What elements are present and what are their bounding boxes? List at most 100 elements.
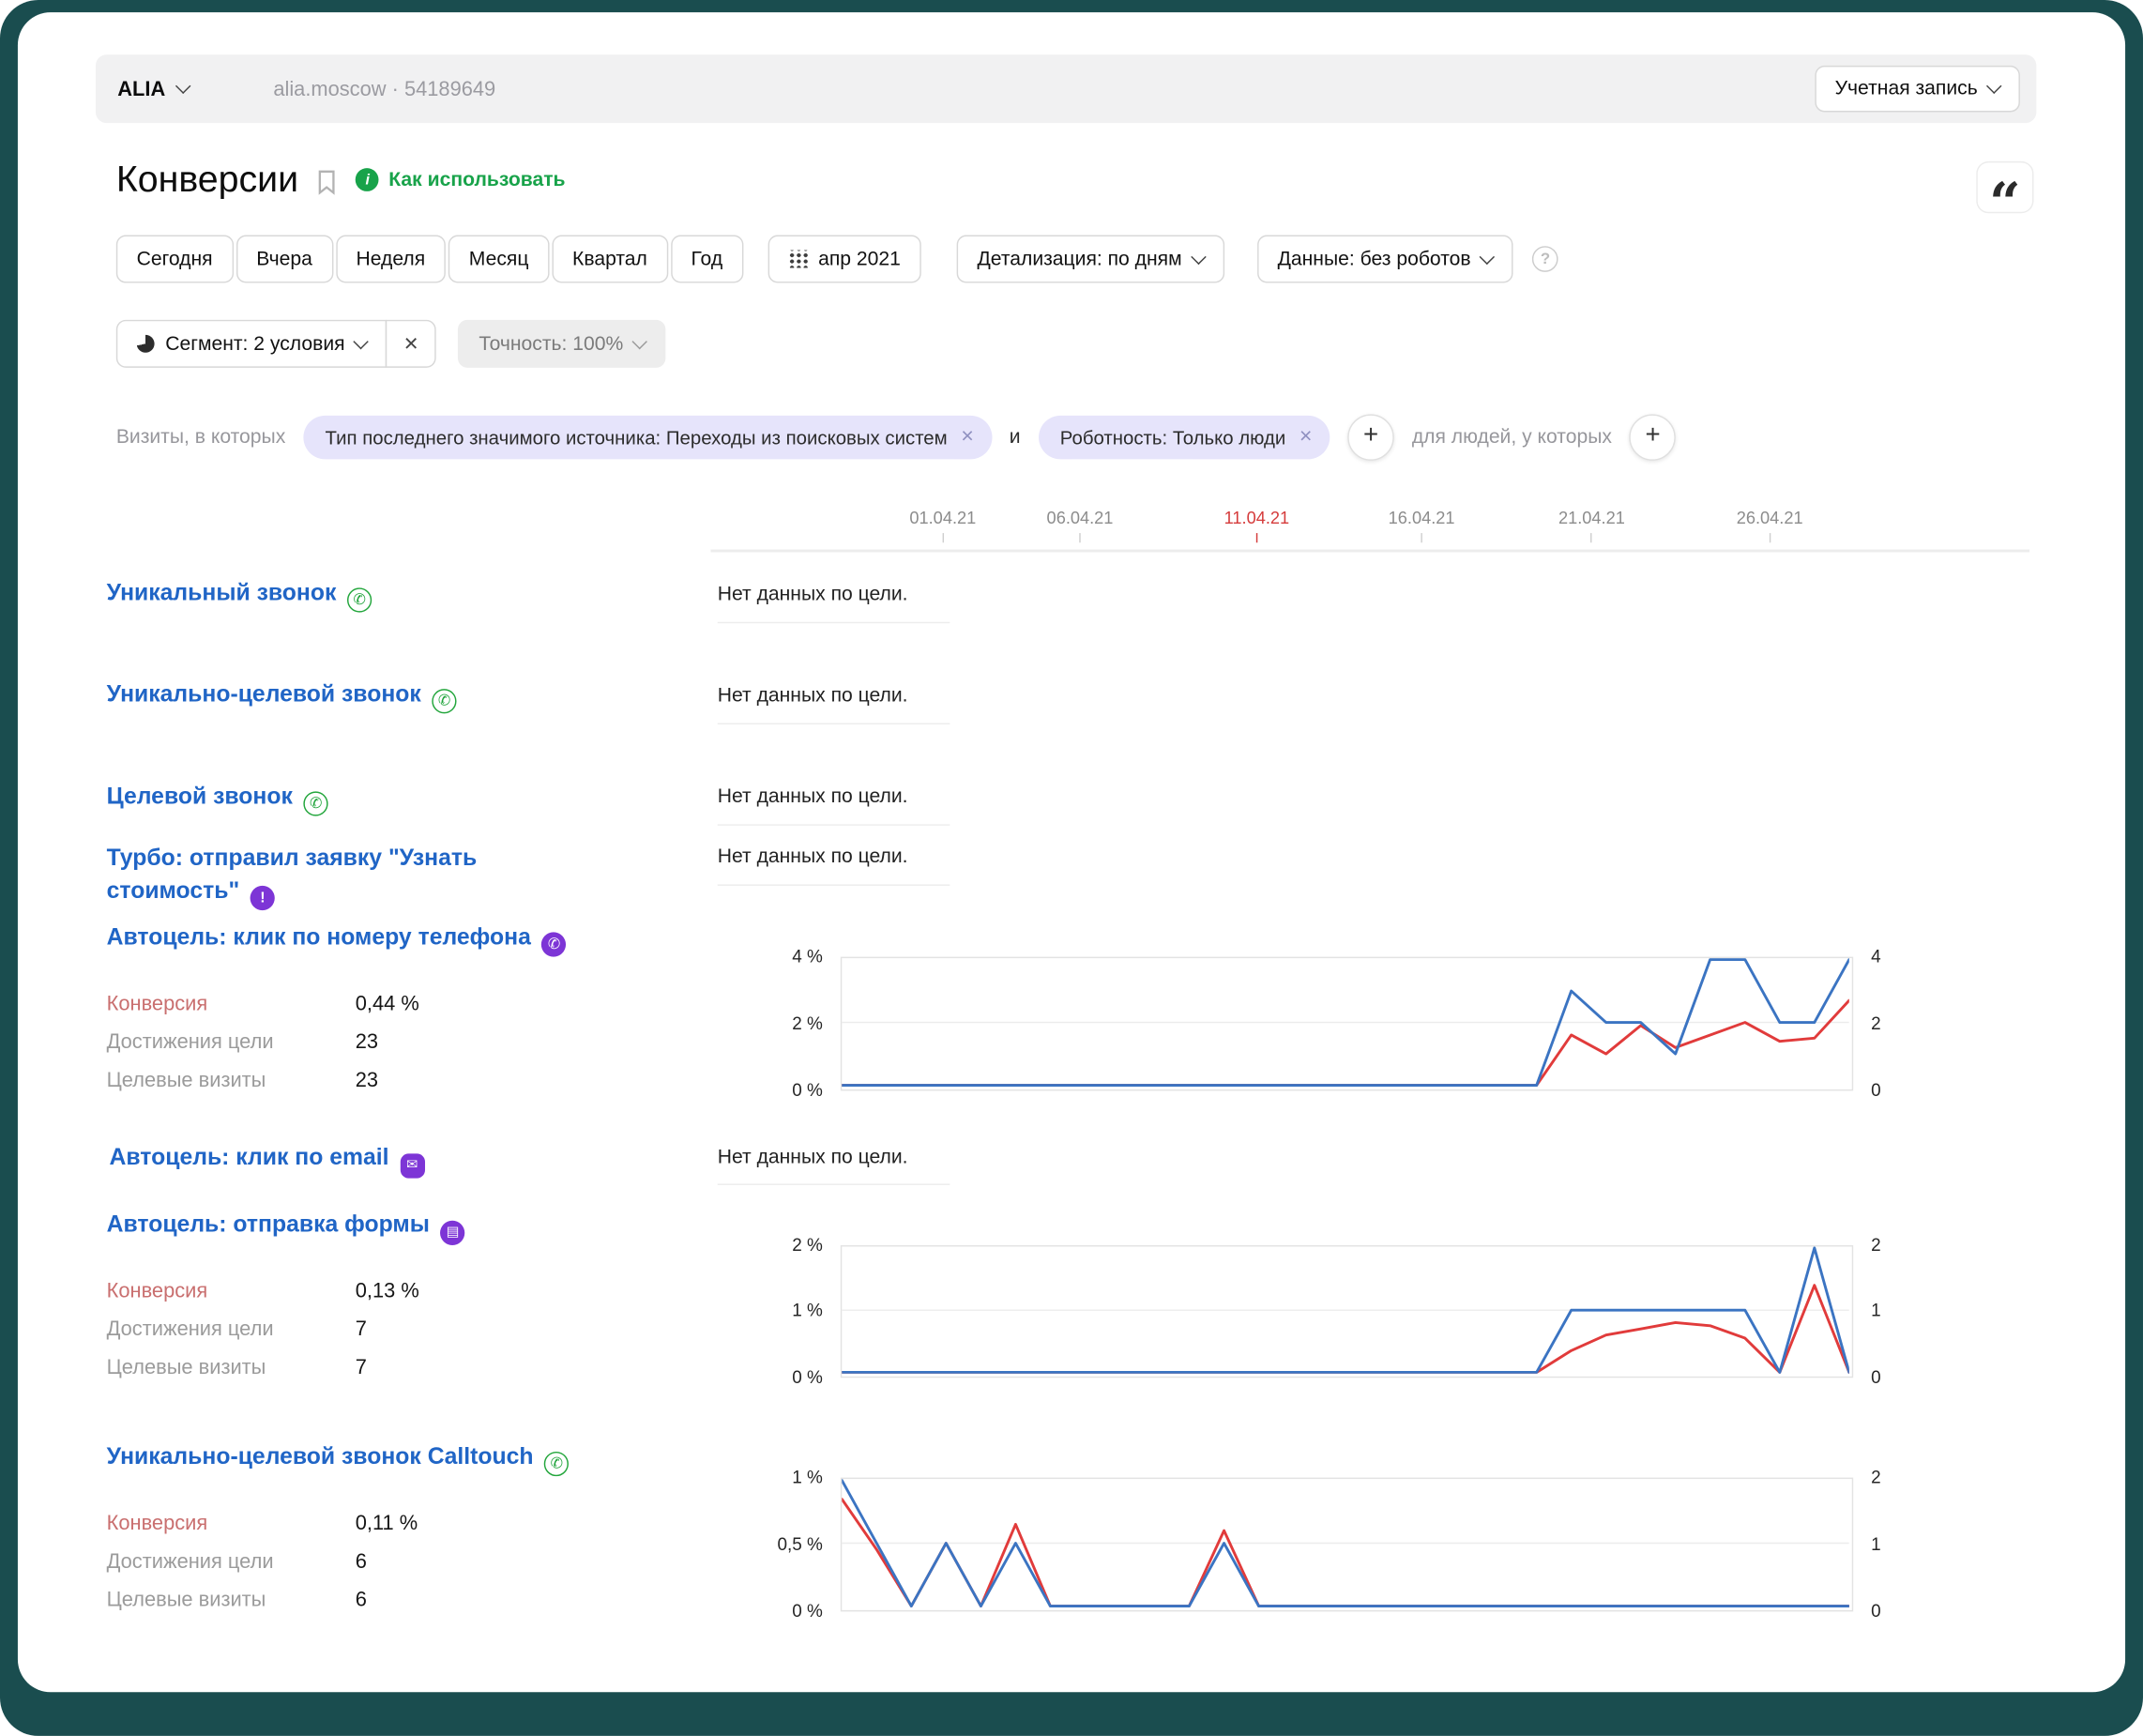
phone-icon: [432, 689, 456, 713]
help-icon[interactable]: [1532, 246, 1558, 272]
goal-link-turbo-form[interactable]: Турбо: отправил заявку "Узнать стоимость…: [107, 842, 558, 907]
accuracy-dropdown[interactable]: Точность: 100%: [458, 320, 665, 368]
counter-switcher[interactable]: ALIA: [117, 77, 189, 100]
close-icon[interactable]: [961, 426, 974, 448]
calendar-button[interactable]: апр 2021: [768, 236, 921, 283]
metric-row: Конверсия0,44 %: [107, 993, 419, 1016]
account-button[interactable]: Учетная запись: [1815, 66, 2020, 113]
divider: [718, 622, 950, 623]
y-axis-tick: 0: [1871, 1367, 1925, 1388]
metric-row: Достижения цели7: [107, 1317, 367, 1341]
metric-row: Достижения цели6: [107, 1550, 367, 1574]
goal-status: Нет данных по цели.: [718, 786, 908, 808]
y-axis-tick: 2 %: [733, 1234, 823, 1255]
chevron-down-icon: [354, 333, 369, 348]
segment-label: Сегмент: 2 условия: [165, 333, 344, 355]
phone-icon: [347, 587, 372, 612]
goal-link-unique-target-call[interactable]: Уникально-целевой звонок: [107, 678, 457, 710]
y-axis-tick: 2: [1871, 1234, 1925, 1255]
y-axis-tick: 2 %: [733, 1013, 823, 1033]
goal-link-autogoal-form-submit[interactable]: Автоцель: отправка формы: [107, 1209, 465, 1241]
accuracy-label: Точность: 100%: [479, 333, 623, 355]
y-axis-tick: 2: [1871, 1467, 1925, 1487]
date-axis: 01.04.21 06.04.21 11.04.21 16.04.21 21.0…: [710, 503, 2029, 552]
y-axis-tick: 1: [1871, 1300, 1925, 1320]
chevron-down-icon: [175, 79, 190, 94]
y-axis-tick: 4 %: [733, 946, 823, 967]
goal-chart-calltouch: [841, 1478, 1853, 1612]
chevron-down-icon: [1191, 249, 1206, 264]
exclamation-icon: [251, 886, 275, 910]
calendar-label: апр 2021: [818, 248, 901, 269]
chevron-down-icon: [1480, 249, 1495, 264]
close-icon[interactable]: [1299, 426, 1313, 448]
how-to-use-link[interactable]: Как использовать: [356, 168, 565, 191]
page-title: Конверсии: [116, 159, 298, 201]
data-mode-label: Данные: без роботов: [1278, 248, 1471, 269]
segment-close-button[interactable]: [386, 320, 436, 368]
goal-chart-phone-click: [841, 957, 1853, 1091]
info-icon: [356, 168, 379, 191]
add-people-condition-button[interactable]: [1630, 414, 1677, 461]
y-axis-tick: 2: [1871, 1013, 1925, 1033]
metric-row: Конверсия0,13 %: [107, 1279, 419, 1302]
y-axis-tick: 1 %: [733, 1300, 823, 1320]
segment-controls: Сегмент: 2 условия Точность: 100%: [116, 320, 666, 368]
goal-link-calltouch-call[interactable]: Уникально-целевой звонок Calltouch: [107, 1440, 570, 1473]
divider: [718, 723, 950, 724]
goal-status: Нет данных по цели.: [718, 846, 908, 868]
goal-link-unique-call[interactable]: Уникальный звонок: [107, 577, 372, 610]
filter-chip-source[interactable]: Тип последнего значимого источника: Пере…: [303, 416, 992, 460]
email-icon: [400, 1153, 424, 1178]
metric-row: Достижения цели23: [107, 1030, 378, 1054]
bookmark-icon[interactable]: [318, 169, 337, 195]
segment-filter-row: Визиты, в которых Тип последнего значимо…: [116, 414, 1934, 461]
detail-label: Детализация: по дням: [977, 248, 1181, 269]
period-quarter-button[interactable]: Квартал: [552, 236, 668, 283]
title-row: Конверсии Как использовать: [116, 159, 566, 201]
and-label: и: [1010, 426, 1021, 448]
y-axis-tick: 0 %: [733, 1080, 823, 1101]
people-label: для людей, у которых: [1412, 426, 1612, 448]
goal-link-autogoal-email-click[interactable]: Автоцель: клик по email: [110, 1141, 425, 1174]
account-button-label: Учетная запись: [1835, 78, 1978, 99]
period-today-button[interactable]: Сегодня: [116, 236, 234, 283]
metric-row: Целевые визиты23: [107, 1069, 378, 1092]
period-yesterday-button[interactable]: Вчера: [236, 236, 332, 283]
phone-icon: [542, 932, 567, 956]
period-year-button[interactable]: Год: [671, 236, 743, 283]
counter-topbar: ALIA alia.moscow · 54189649 Учетная запи…: [96, 54, 2036, 123]
segment-dropdown[interactable]: Сегмент: 2 условия: [116, 320, 388, 368]
y-axis-tick: 0: [1871, 1601, 1925, 1622]
y-axis-tick: 0 %: [733, 1601, 823, 1622]
axis-date: 21.04.21: [1558, 509, 1625, 542]
axis-date: 06.04.21: [1047, 509, 1114, 542]
phone-icon: [544, 1452, 569, 1476]
filter-chip-robots[interactable]: Роботность: Только люди: [1038, 416, 1330, 460]
axis-date: 01.04.21: [909, 509, 976, 542]
metric-row: Целевые визиты7: [107, 1356, 367, 1379]
axis-date-highlighted: 11.04.21: [1224, 509, 1290, 542]
goal-link-autogoal-phone-click[interactable]: Автоцель: клик по номеру телефона: [107, 921, 567, 954]
chevron-down-icon: [1986, 79, 2001, 94]
period-month-button[interactable]: Месяц: [448, 236, 549, 283]
period-controls: Сегодня Вчера Неделя Месяц Квартал Год а…: [116, 236, 1558, 283]
data-mode-dropdown[interactable]: Данные: без роботов: [1257, 236, 1513, 283]
pie-chart-icon: [137, 335, 155, 353]
visits-label: Визиты, в которых: [116, 426, 285, 448]
add-visit-condition-button[interactable]: [1347, 414, 1394, 461]
detail-dropdown[interactable]: Детализация: по дням: [957, 236, 1224, 283]
y-axis-tick: 4: [1871, 946, 1925, 967]
goal-status: Нет данных по цели.: [718, 1147, 908, 1168]
goal-status: Нет данных по цели.: [718, 584, 908, 605]
phone-icon: [304, 791, 328, 815]
quotes-icon-button[interactable]: [1976, 161, 2033, 213]
divider: [718, 824, 950, 825]
calendar-grid-icon: [788, 251, 807, 268]
goal-status: Нет данных по цели.: [718, 685, 908, 707]
y-axis-tick: 0: [1871, 1080, 1925, 1101]
metric-row: Конверсия0,11 %: [107, 1512, 418, 1535]
goal-link-target-call[interactable]: Целевой звонок: [107, 781, 328, 814]
period-week-button[interactable]: Неделя: [336, 236, 446, 283]
metric-row: Целевые визиты6: [107, 1589, 367, 1612]
